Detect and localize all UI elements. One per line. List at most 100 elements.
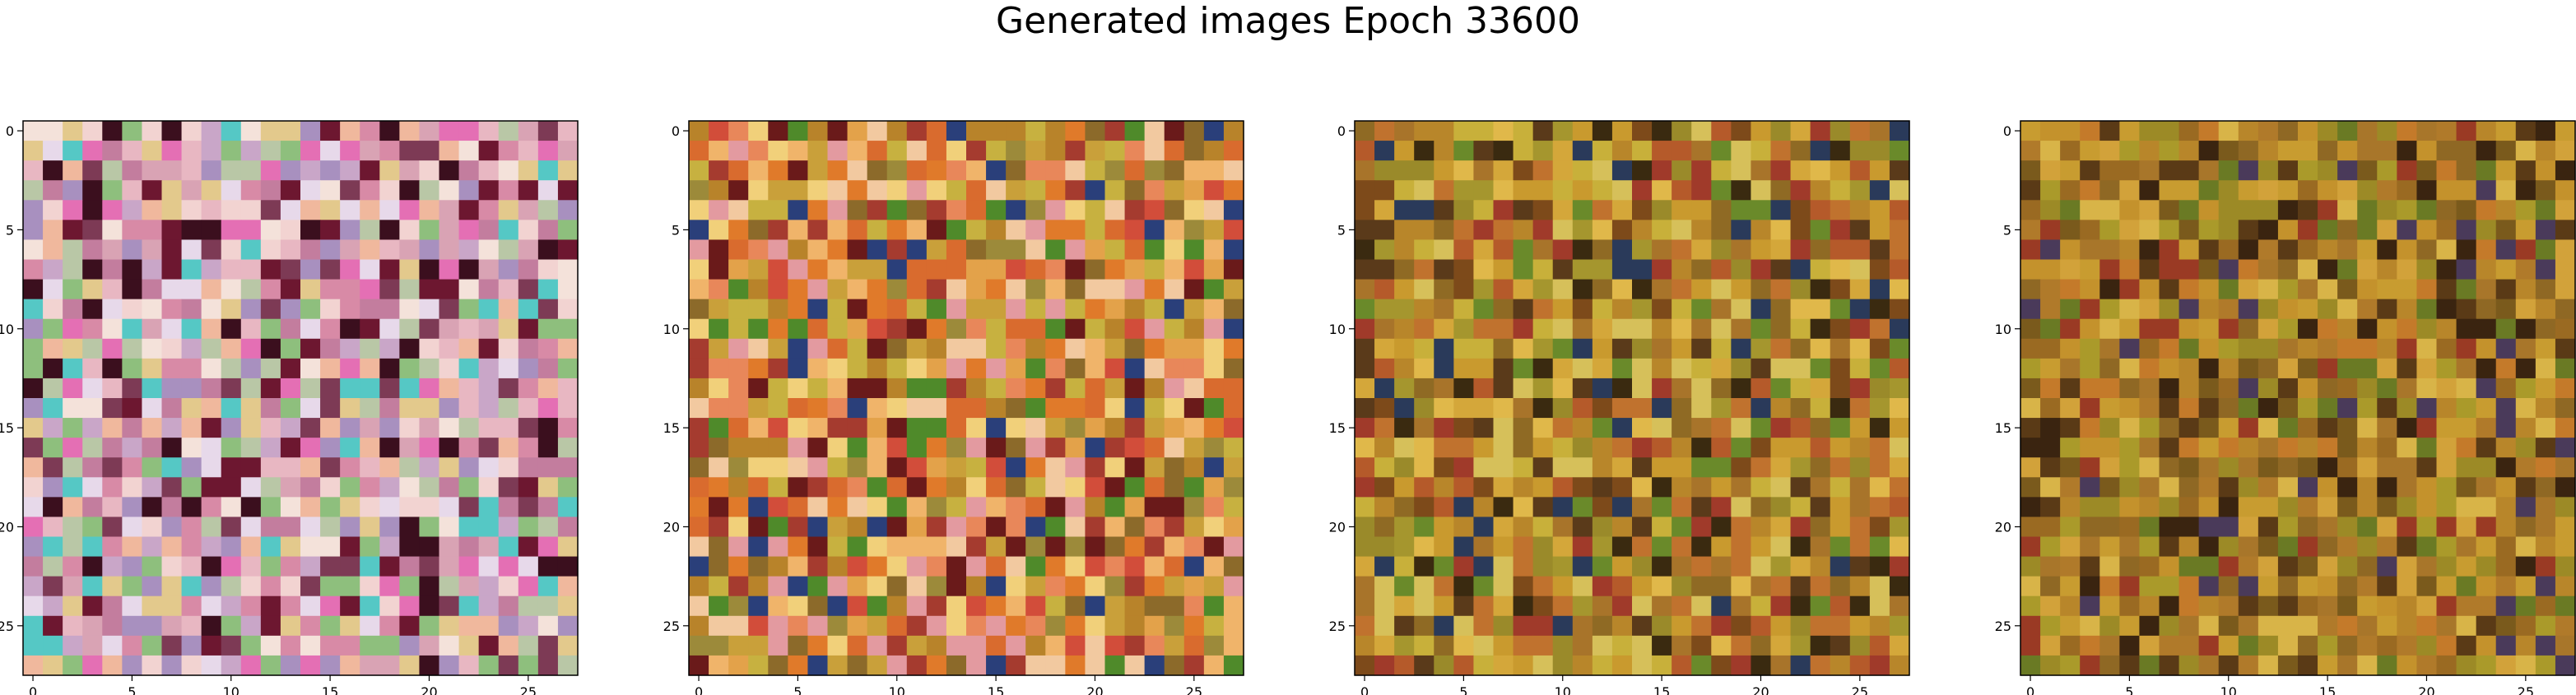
pixel-cell — [2515, 655, 2536, 676]
pixel-cell — [102, 239, 123, 261]
x-tick-label: 25 — [1852, 684, 1868, 695]
pixel-cell — [1751, 259, 1772, 280]
pixel-cell — [1711, 536, 1732, 558]
pixel-cell — [1830, 180, 1851, 201]
pixel-cell — [748, 180, 769, 201]
pixel-cell — [1672, 141, 1692, 161]
pixel-cell — [2119, 259, 2141, 280]
pixel-cell — [906, 121, 928, 141]
pixel-cell — [2416, 358, 2438, 379]
pixel-cell — [2318, 576, 2338, 597]
pixel-cell — [43, 358, 63, 379]
pixel-cell — [1770, 160, 1792, 181]
pixel-cell — [2218, 655, 2239, 676]
pixel-cell — [1889, 318, 1910, 340]
pixel-cell — [1453, 200, 1475, 220]
pixel-cell — [1164, 121, 1185, 141]
pixel-cell — [2436, 576, 2457, 597]
pixel-cell — [2555, 259, 2576, 280]
pixel-cell — [1552, 595, 1574, 617]
pixel-cell — [2535, 457, 2556, 478]
pixel-cell — [280, 457, 301, 478]
pixel-cell — [181, 259, 202, 280]
pixel-cell — [867, 438, 888, 458]
x-tick-label: 10 — [223, 684, 239, 695]
pixel-cell — [379, 358, 400, 379]
pixel-cell — [1592, 457, 1613, 478]
pixel-cell — [1164, 438, 1185, 458]
pixel-cell — [23, 220, 44, 241]
pixel-cell — [201, 239, 222, 261]
pixel-cell — [161, 338, 183, 359]
pixel-cell — [2397, 318, 2418, 340]
pixel-cell — [1691, 279, 1712, 300]
pixel-cell — [2495, 160, 2517, 181]
pixel-cell — [82, 378, 103, 399]
pixel-cell — [2218, 318, 2239, 340]
pixel-cell — [2416, 338, 2438, 359]
pixel-cell — [498, 239, 519, 261]
pixel-cell — [2040, 180, 2061, 201]
pixel-cell — [2060, 378, 2081, 399]
pixel-cell — [122, 438, 143, 458]
pixel-cell — [2416, 180, 2438, 201]
pixel-cell — [340, 279, 360, 300]
pixel-cell — [221, 457, 242, 478]
pixel-cell — [537, 576, 559, 597]
pixel-cell — [102, 200, 123, 220]
pixel-cell — [1355, 378, 1375, 399]
pixel-cell — [946, 121, 967, 141]
pixel-cell — [1104, 457, 1126, 478]
pixel-cell — [2476, 655, 2497, 676]
pixel-cell — [788, 457, 809, 478]
pixel-cell — [1790, 536, 1811, 558]
pixel-cell — [1124, 338, 1146, 359]
pixel-cell — [280, 239, 301, 261]
pixel-cell — [1810, 220, 1831, 241]
pixel-cell — [2159, 517, 2180, 538]
pixel-cell — [2080, 160, 2100, 181]
pixel-cell — [201, 595, 222, 617]
pixel-cell — [788, 338, 809, 359]
pixel-cell — [23, 318, 44, 340]
pixel-cell — [142, 536, 163, 558]
pixel-cell — [827, 318, 849, 340]
pixel-cell — [1830, 655, 1851, 676]
pixel-cell — [439, 141, 460, 161]
pixel-cell — [1414, 299, 1434, 320]
pixel-cell — [689, 615, 709, 637]
pixel-cell — [161, 220, 183, 241]
pixel-cell — [2535, 180, 2556, 201]
pixel-cell — [1164, 556, 1185, 577]
pixel-cell — [2298, 220, 2318, 241]
pixel-cell — [1223, 299, 1244, 320]
x-tick-label: 25 — [520, 684, 537, 695]
pixel-cell — [2476, 160, 2497, 181]
pixel-cell — [122, 318, 143, 340]
pixel-cell — [280, 536, 301, 558]
pixel-cell — [1830, 239, 1851, 261]
pixel-cell — [748, 259, 769, 280]
pixel-cell — [1394, 457, 1415, 478]
pixel-cell — [1731, 655, 1752, 676]
pixel-cell — [320, 655, 341, 676]
pixel-cell — [1045, 477, 1066, 498]
pixel-cell — [498, 338, 519, 359]
pixel-cell — [946, 299, 967, 320]
pixel-cell — [1889, 299, 1910, 320]
pixel-cell — [689, 477, 709, 498]
pixel-cell — [1869, 239, 1890, 261]
pixel-cell — [926, 200, 947, 220]
pixel-cell — [221, 398, 242, 419]
pixel-cell — [906, 576, 928, 597]
pixel-cell — [1374, 477, 1395, 498]
pixel-cell — [458, 438, 480, 458]
pixel-cell — [689, 239, 709, 261]
pixel-cell — [748, 536, 769, 558]
pixel-cell — [1513, 259, 1534, 280]
pixel-cell — [2318, 477, 2338, 498]
x-tick-label: 15 — [988, 684, 1004, 695]
pixel-cell — [1869, 438, 1890, 458]
pixel-cell — [1672, 299, 1692, 320]
pixel-cell — [1473, 259, 1495, 280]
